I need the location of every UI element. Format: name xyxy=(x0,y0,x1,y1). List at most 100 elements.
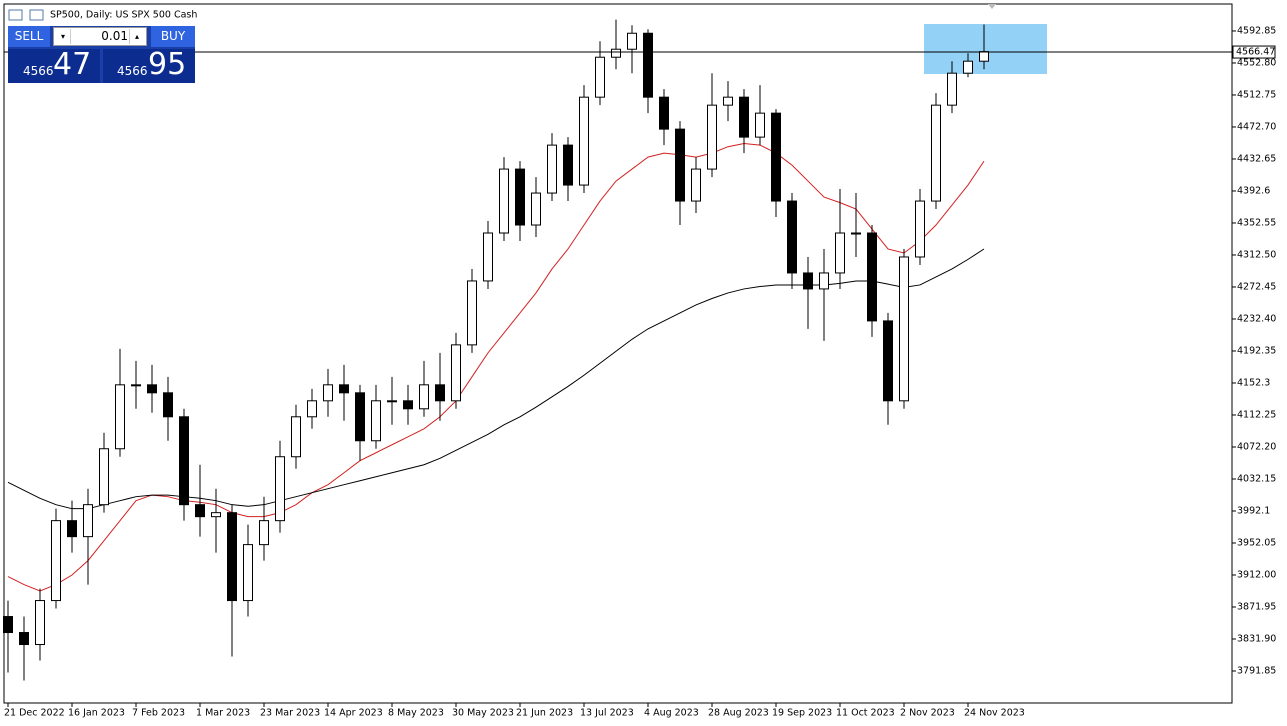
x-tick-label: 11 Oct 2023 xyxy=(836,708,895,719)
candle-body xyxy=(627,32,637,50)
candle-body xyxy=(867,232,877,322)
x-tick-label: 7 Feb 2023 xyxy=(132,708,185,719)
y-tick-label: 4112.25 xyxy=(1237,409,1276,420)
candle-body xyxy=(83,504,93,538)
icon xyxy=(29,9,44,21)
last-price-label: 4566.47 xyxy=(1236,47,1275,58)
candle-body xyxy=(803,272,813,290)
candle-body xyxy=(163,392,173,418)
candle-body xyxy=(99,448,109,506)
y-tick-label: 4072.20 xyxy=(1237,441,1276,452)
candle-body xyxy=(211,512,221,518)
moving-average xyxy=(7,143,985,592)
y-tick-label: 4192.35 xyxy=(1237,345,1276,356)
candle-body xyxy=(483,232,493,282)
y-tick-label: 3871.95 xyxy=(1237,601,1276,612)
candle-body xyxy=(563,144,573,186)
candle-body xyxy=(755,112,765,138)
candle-body xyxy=(35,600,45,646)
x-tick-label: 28 Aug 2023 xyxy=(708,708,769,719)
candle-body xyxy=(355,392,365,442)
buy-button[interactable]: BUY xyxy=(151,26,195,47)
ask-small: 95 xyxy=(148,47,187,82)
y-tick-label: 4552.80 xyxy=(1237,57,1276,68)
candle-body xyxy=(419,384,429,410)
candle-body xyxy=(499,168,509,234)
candle-body xyxy=(979,51,989,62)
candle-body xyxy=(547,144,557,194)
candle-body xyxy=(243,544,253,602)
y-tick-label: 3831.90 xyxy=(1237,633,1276,644)
bid-big: 4566 xyxy=(23,64,54,78)
candle-body xyxy=(259,520,269,546)
candle-body xyxy=(115,384,125,450)
candle-body xyxy=(387,400,397,403)
candle-body xyxy=(659,96,669,130)
candle-body xyxy=(323,384,333,402)
ask-price[interactable]: 4566 95 xyxy=(103,47,195,83)
highlight-box xyxy=(924,24,1047,74)
candle-body xyxy=(179,416,189,506)
plot-frame xyxy=(3,3,1233,704)
x-tick-label: 4 Aug 2023 xyxy=(644,708,699,719)
volume-box[interactable]: ▾ 0.01 ▴ xyxy=(53,27,147,46)
y-tick-label: 4032.15 xyxy=(1237,473,1276,484)
trade-panel: SELL ▾ 0.01 ▴ BUY 4566 47 4566 95 xyxy=(8,26,195,83)
volume-input[interactable]: 0.01 xyxy=(101,29,128,43)
x-tick-label: 14 Apr 2023 xyxy=(324,708,383,719)
shift-marker xyxy=(988,4,996,9)
y-tick-label: 3952.05 xyxy=(1237,537,1276,548)
candles xyxy=(3,19,989,681)
candle-body xyxy=(819,272,829,290)
candle-body xyxy=(675,128,685,202)
candle-body xyxy=(435,384,445,402)
y-tick-label: 4392.6 xyxy=(1237,185,1270,196)
x-tick-label: 24 Nov 2023 xyxy=(964,708,1025,719)
candle-body xyxy=(723,96,733,106)
y-tick-label: 4512.75 xyxy=(1237,89,1276,100)
candle-body xyxy=(787,200,797,274)
y-tick-label: 4432.65 xyxy=(1237,153,1276,164)
volume-up[interactable]: ▴ xyxy=(129,29,144,44)
y-tick-label: 4352.55 xyxy=(1237,217,1276,228)
chart-title: SP500, Daily: US SPX 500 Cash xyxy=(50,10,197,21)
bid-price[interactable]: 4566 47 xyxy=(8,47,100,83)
x-tick-label: 30 May 2023 xyxy=(452,708,514,719)
candle-body xyxy=(195,504,205,518)
candle-body xyxy=(339,384,349,394)
candle-body xyxy=(275,456,285,522)
candle-body xyxy=(595,56,605,98)
candle-body xyxy=(51,520,61,602)
candle-body xyxy=(771,112,781,202)
x-tick-label: 19 Sep 2023 xyxy=(772,708,832,719)
y-tick-label: 3791.85 xyxy=(1237,665,1276,676)
bid-small: 47 xyxy=(53,47,92,82)
y-tick-label: 4592.85 xyxy=(1237,25,1276,36)
sell-button[interactable]: SELL xyxy=(8,26,50,47)
y-tick-label: 4312.50 xyxy=(1237,249,1276,260)
candle-body xyxy=(835,232,845,274)
candle-body xyxy=(467,280,477,346)
candle-body xyxy=(371,400,381,442)
y-tick-label: 4232.40 xyxy=(1237,313,1276,324)
x-tick-label: 8 May 2023 xyxy=(388,708,444,719)
candle-body xyxy=(307,400,317,418)
candle-body xyxy=(131,384,141,387)
y-tick-label: 4272.45 xyxy=(1237,281,1276,292)
candle-body xyxy=(579,96,589,186)
candle-body xyxy=(643,32,653,98)
x-tick-label: 2 Nov 2023 xyxy=(900,708,955,719)
volume-down[interactable]: ▾ xyxy=(56,29,71,44)
candle-body xyxy=(899,256,909,402)
candle-body xyxy=(739,96,749,138)
icon xyxy=(8,9,23,21)
candle-body xyxy=(147,384,157,394)
candle-body xyxy=(67,520,77,538)
last-price-box xyxy=(1232,45,1276,59)
x-tick-label: 23 Mar 2023 xyxy=(260,708,320,719)
candle-body xyxy=(707,104,717,170)
y-tick-label: 3992.1 xyxy=(1237,505,1270,516)
